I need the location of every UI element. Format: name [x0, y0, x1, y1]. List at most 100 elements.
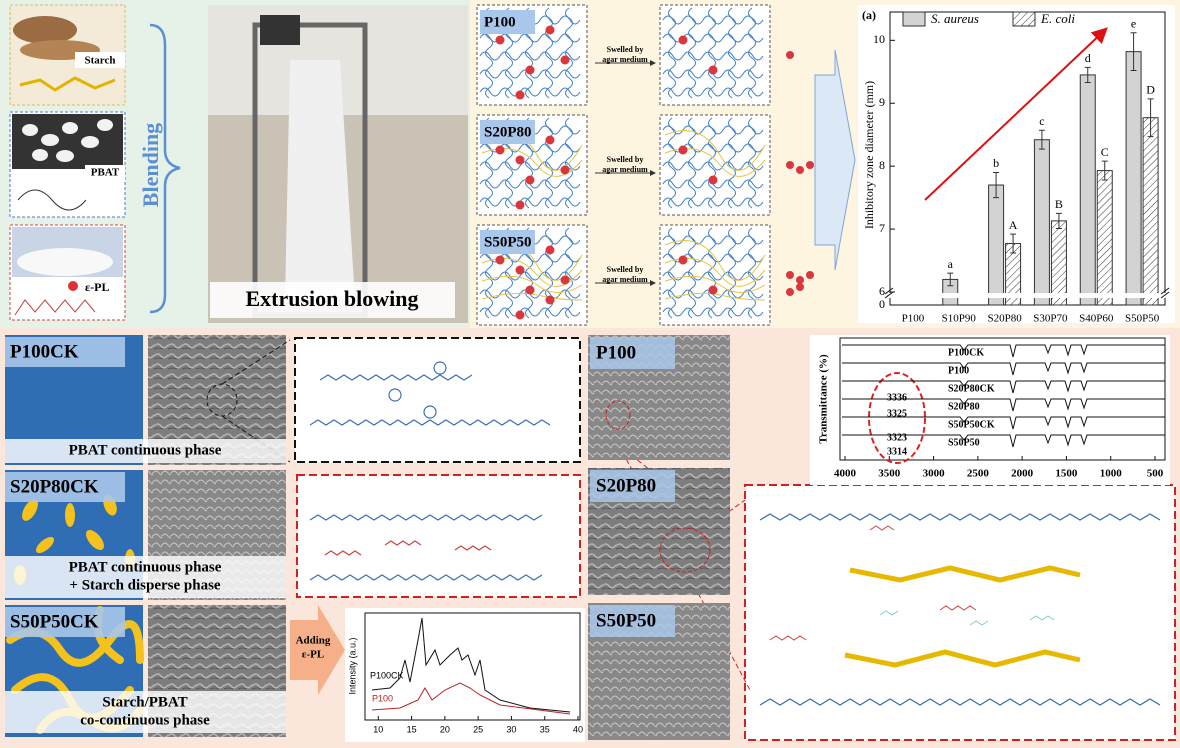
x-tick-label: 10 — [373, 724, 383, 734]
pbat-chain — [479, 197, 581, 207]
epl-dot — [560, 55, 570, 65]
sample-label: P100 — [596, 342, 636, 363]
starch-chain — [664, 240, 766, 281]
pbat-chain — [662, 307, 764, 317]
bar — [1142, 117, 1159, 306]
pbat-chain — [662, 87, 764, 97]
pbat-chain — [728, 7, 736, 99]
pbat-chain — [662, 51, 764, 61]
pbat-chain — [479, 51, 581, 61]
error-bar — [1055, 212, 1062, 229]
error-bar — [1130, 32, 1137, 72]
structures — [294, 337, 1176, 741]
epl-dot — [545, 245, 555, 255]
bar — [1079, 74, 1096, 306]
material-label: Starch — [85, 55, 116, 67]
sample-tag — [590, 337, 675, 369]
curve-label: S50P50CK — [948, 419, 995, 430]
released-dot — [796, 276, 804, 284]
error-bar — [947, 272, 954, 287]
pbat-chain — [668, 227, 676, 319]
legend-swatch — [902, 11, 926, 27]
pbat-chain — [688, 227, 696, 319]
pbat-chain — [479, 307, 581, 317]
pbat-chain — [662, 271, 764, 281]
epl-dot — [560, 275, 570, 285]
curve-label: S20P80 — [948, 401, 980, 412]
x-tick-label: P100 — [902, 313, 925, 325]
released-dot — [786, 288, 794, 296]
pbat-chain — [479, 271, 581, 281]
released-dot — [806, 271, 814, 279]
released-dot — [786, 271, 794, 279]
x-tick-label: 2500 — [967, 468, 990, 480]
epl-dot — [545, 135, 555, 145]
error-bar — [1084, 66, 1091, 83]
legend-swatch — [1012, 11, 1036, 27]
y-tick-label: 10 — [873, 32, 885, 46]
epl-dot — [545, 295, 555, 305]
starch-chain — [481, 292, 583, 301]
epl-dot — [515, 90, 525, 100]
curve-label: S50P50 — [948, 437, 980, 448]
significance-label: B — [1055, 197, 1063, 211]
peak-label: 3325 — [887, 408, 907, 419]
pbat-chain — [565, 7, 573, 99]
pbat-chain — [708, 227, 716, 319]
epl-dot — [525, 285, 535, 295]
sample-tag — [480, 230, 535, 254]
xrd-curve — [371, 617, 571, 713]
pbat-chain — [688, 7, 696, 99]
starch-chain — [481, 275, 583, 293]
bar — [1096, 170, 1113, 306]
pbat-chain — [662, 125, 764, 135]
y-tick-label: 8 — [879, 158, 885, 172]
error-bar — [993, 171, 1000, 199]
pbat-chain — [668, 7, 676, 99]
pbat-chain — [728, 117, 736, 209]
x-tick-label: 40 — [573, 724, 583, 734]
legend-label: S. aureus — [931, 11, 979, 26]
ftir-curve — [842, 344, 1165, 358]
y-tick-label: 0 — [879, 297, 885, 311]
pbat-chain — [748, 117, 756, 209]
pbat-chain — [688, 117, 696, 209]
pbat-chain — [545, 117, 553, 209]
x-tick-label: 3000 — [923, 468, 946, 480]
pbat-chain — [748, 7, 756, 99]
error-bar — [1010, 233, 1017, 254]
significance-label: C — [1101, 145, 1109, 159]
extrusion-photo: Extrusion blowing — [208, 5, 468, 323]
curve-label: P100 — [372, 693, 393, 703]
ftir-chart: Transmittance (%) 4000 3500 3000 2500 2000 15… — [810, 335, 1170, 485]
big-arrow — [814, 49, 856, 271]
pbat-chain — [708, 7, 716, 99]
adding-arrow — [290, 605, 345, 695]
sample-tag — [5, 337, 125, 367]
bar — [1125, 51, 1142, 306]
starch-chain — [664, 130, 766, 171]
epl-dot — [495, 255, 505, 265]
peak-label: 3323 — [887, 432, 907, 443]
panel-label: (a) — [862, 8, 876, 22]
starch-chain — [664, 292, 766, 301]
pbat-chain — [479, 161, 581, 171]
curve-label: S20P80CK — [948, 383, 995, 394]
pbat-chain — [668, 117, 676, 209]
significance-label: e — [1131, 17, 1136, 31]
xrd-chart: Intensity (a.u.) 10 15 20 25 30 35 40 P100CK P10… — [345, 608, 585, 742]
sample-label: P100 — [484, 14, 516, 30]
pbat-chain — [662, 235, 764, 245]
sample-label: S20P80CK — [10, 476, 99, 497]
x-tick-label: S30P70 — [1033, 313, 1068, 325]
epl-dot — [678, 35, 688, 45]
x-tick-label: 35 — [540, 724, 550, 734]
pbat-chain — [479, 87, 581, 97]
y-tick-label: 7 — [879, 221, 885, 235]
epl-dot — [678, 255, 688, 265]
process-label: Extrusion blowing — [246, 286, 419, 311]
bar-chart: (a) Inhibitory zone diameter (mm) 06 7 8 9 1… — [858, 5, 1175, 325]
sample-label: S20P80 — [596, 475, 656, 496]
sample-tag — [5, 607, 125, 637]
